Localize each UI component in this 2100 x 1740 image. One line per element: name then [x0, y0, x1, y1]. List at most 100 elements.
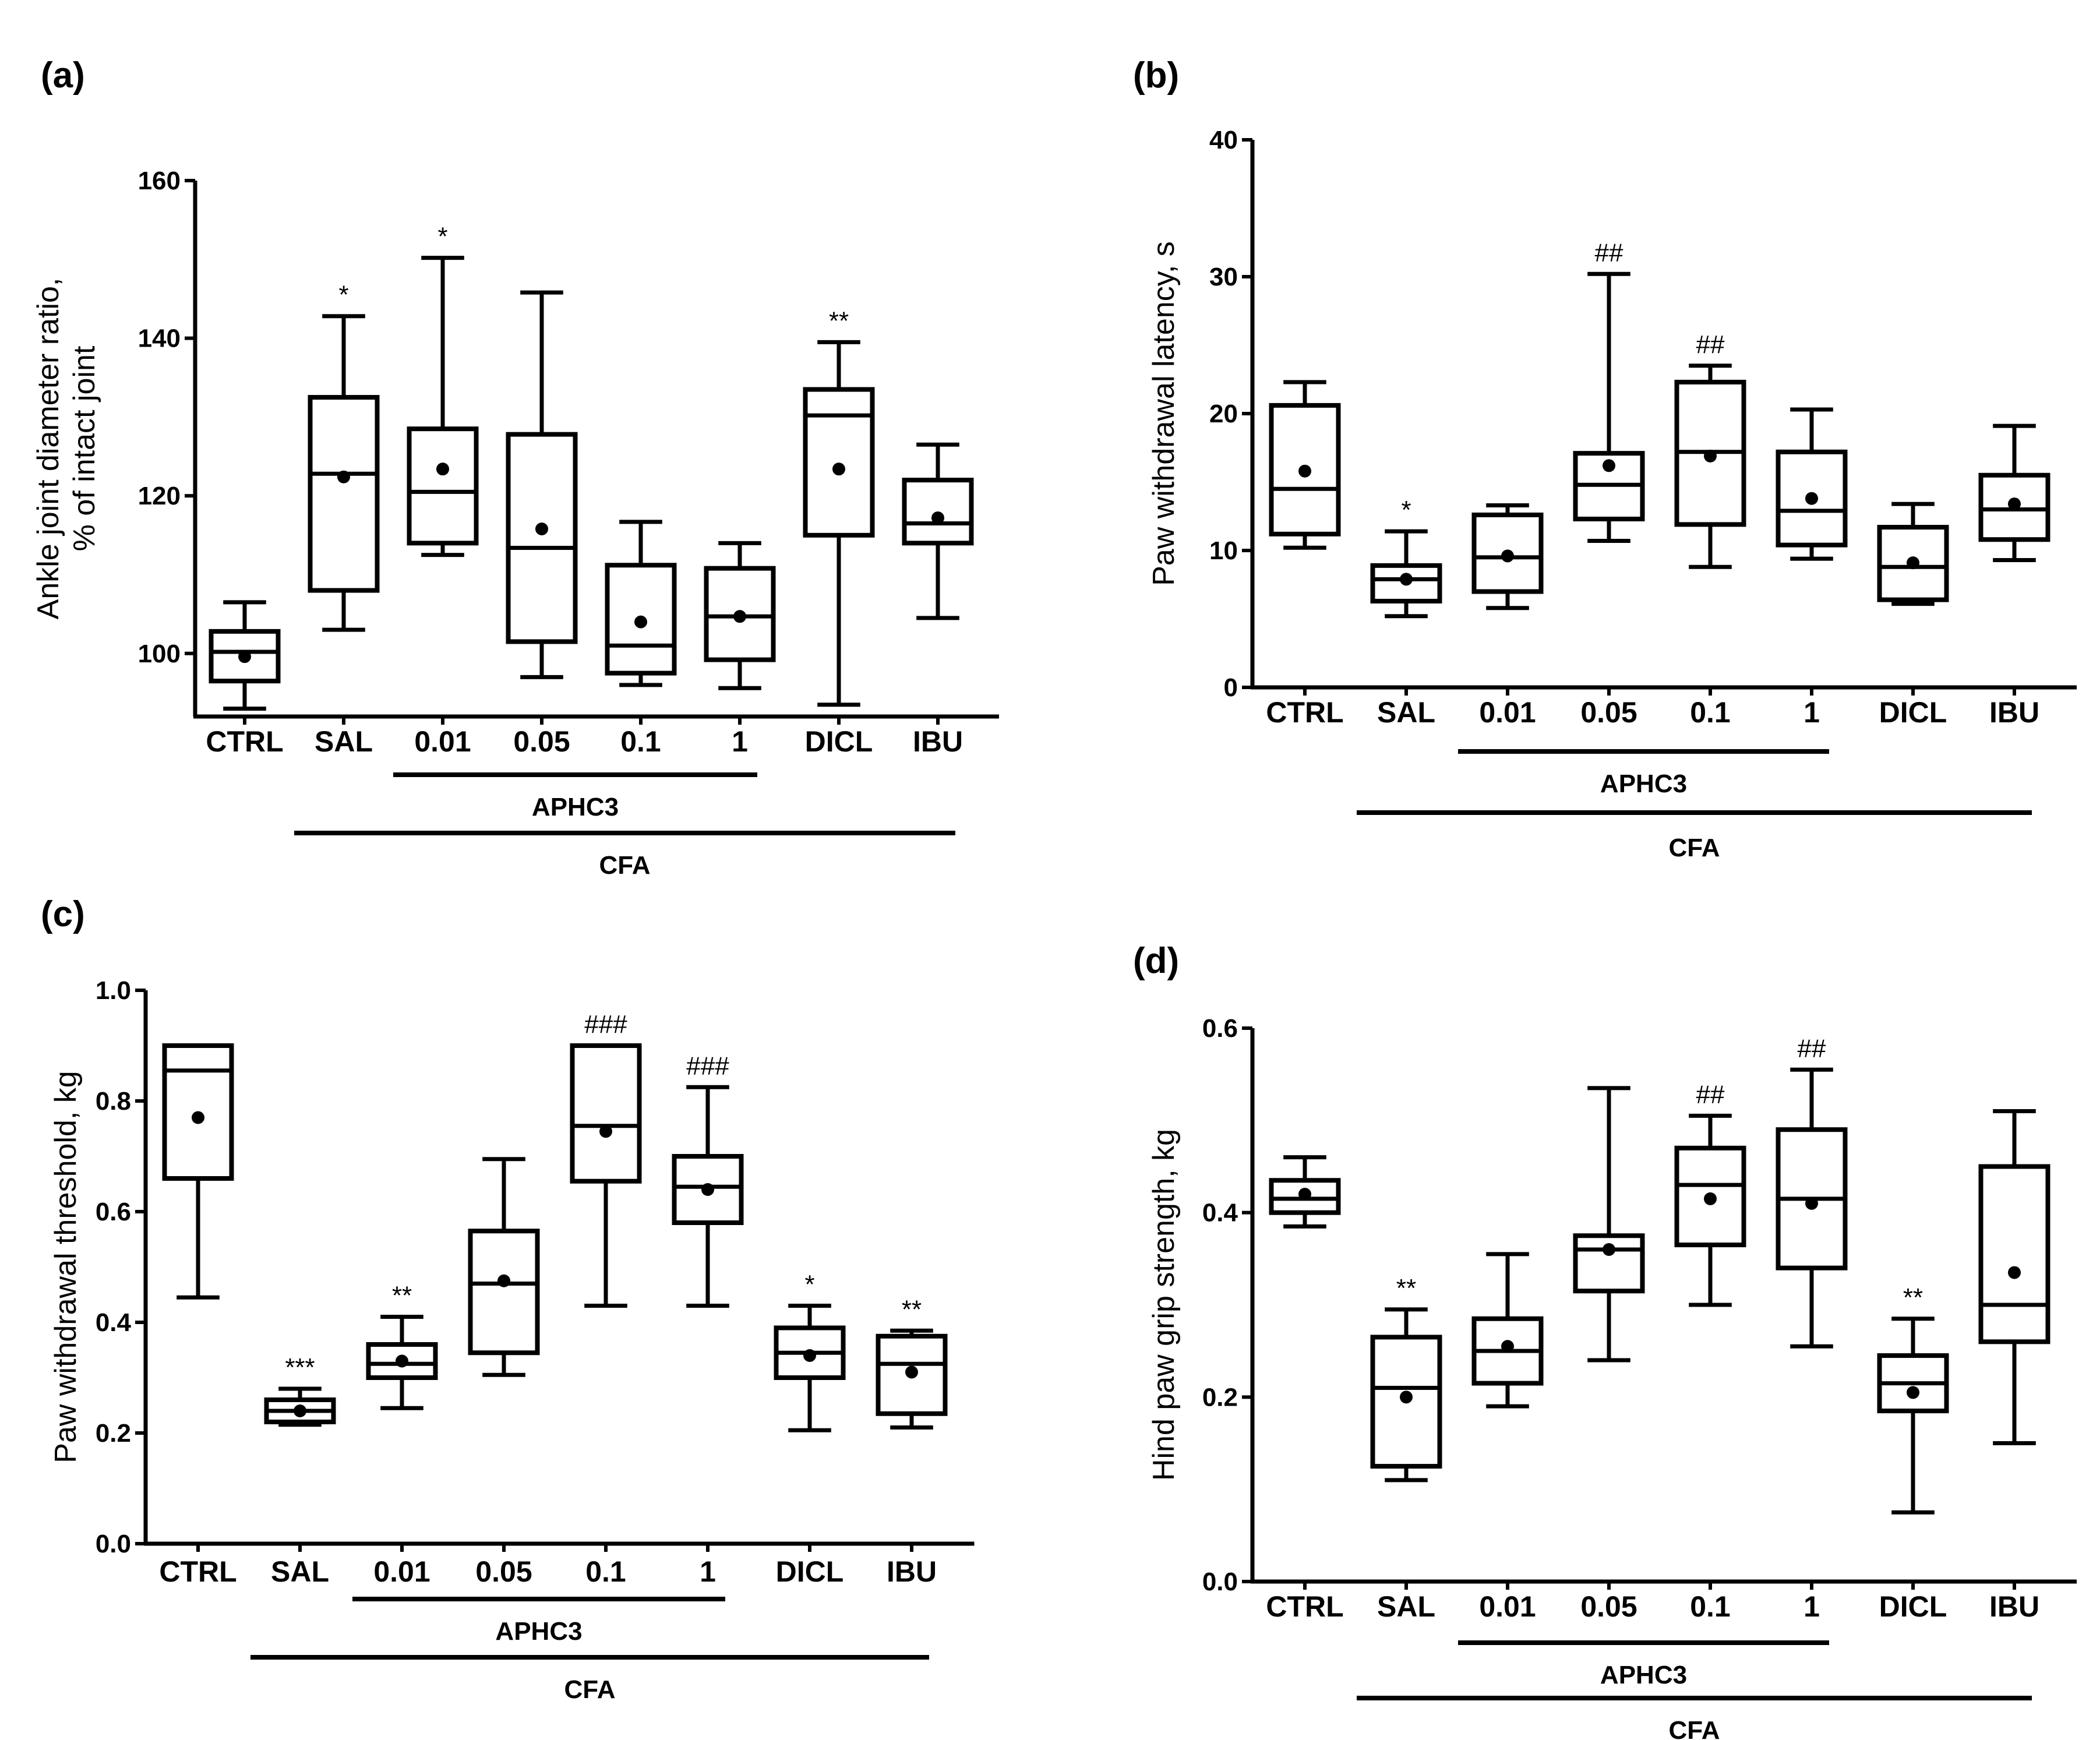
box-iqr: [803, 387, 875, 538]
y-tick-label: 20: [1209, 400, 1238, 428]
panel-label: (a): [41, 55, 85, 96]
box-ctrl: [209, 600, 281, 711]
box-iqr: [902, 478, 974, 546]
category-label: 0.05: [1580, 1590, 1637, 1623]
mean-dot: [1805, 492, 1818, 505]
category-label: SAL: [271, 1555, 329, 1588]
significance-mark: ##: [1696, 1080, 1725, 1109]
significance-mark: **: [829, 306, 849, 335]
category-label: 1: [732, 725, 748, 758]
box-dicl: [803, 340, 875, 707]
y-axis-label-line: Hind paw grip strength, kg: [1147, 1129, 1181, 1481]
panel-b: (b) 0 10 20 30 40 Paw withdrawal latency, s CTR…: [1133, 55, 2077, 862]
significance-mark: *: [1401, 496, 1411, 524]
y-tick-label: 0.0: [96, 1530, 131, 1558]
cfa-group-label: CFA: [1669, 834, 1720, 862]
box-ctrl: [1269, 380, 1341, 550]
mean-dot: [294, 1404, 306, 1417]
mean-dot: [2008, 497, 2021, 511]
significance-mark: **: [1396, 1274, 1416, 1303]
box-iqr: [468, 1229, 540, 1356]
mean-dot: [1907, 556, 1919, 570]
panel-d: (d) 0.0 0.2 0.4 0.6 Hind paw grip strength, k…: [1133, 941, 2077, 1740]
panel-label: (c): [41, 894, 85, 934]
y-tick-label: 140: [138, 324, 181, 353]
significance-mark: ##: [1595, 238, 1623, 267]
aphc3-group-label: APHC3: [532, 793, 619, 821]
category-label: DICL: [776, 1555, 844, 1588]
y-tick-label: 10: [1209, 537, 1238, 565]
box-1: [1776, 1067, 1848, 1349]
category-label: 0.1: [585, 1555, 626, 1588]
mean-dot: [1603, 459, 1615, 472]
cfa-group-label: CFA: [564, 1675, 616, 1704]
mean-dot: [192, 1111, 204, 1124]
significance-mark: ***: [285, 1353, 315, 1382]
y-tick-label: 0.6: [1202, 1014, 1238, 1043]
category-label: CTRL: [1266, 1590, 1343, 1623]
category-label: CTRL: [206, 725, 283, 758]
mean-dot: [1400, 1390, 1413, 1404]
category-label: 0.01: [373, 1555, 430, 1588]
mean-dot: [931, 511, 944, 525]
mean-dot: [803, 1349, 816, 1362]
box-0_05: [1573, 271, 1645, 543]
box-iqr: [570, 1043, 642, 1184]
mean-dot: [436, 463, 449, 476]
box-ibu: [1978, 1109, 2050, 1445]
box-0_01: [1471, 503, 1544, 610]
mean-dot: [1501, 1340, 1514, 1353]
category-label: IBU: [1989, 1590, 2039, 1623]
y-tick-label: 0.0: [1202, 1568, 1238, 1596]
mean-dot: [1907, 1386, 1919, 1399]
mean-dot: [733, 610, 746, 623]
category-label: 0.1: [1690, 1590, 1731, 1623]
mean-dot: [599, 1125, 612, 1138]
significance-mark: ###: [686, 1051, 729, 1080]
mean-dot: [1603, 1243, 1615, 1256]
category-label: 0.05: [1580, 696, 1637, 729]
significance-mark: *: [437, 223, 447, 251]
box-1: [704, 541, 776, 690]
significance-mark: *: [338, 281, 348, 309]
category-label: 0.1: [1690, 696, 1731, 729]
box-iqr: [506, 432, 578, 644]
box-sal: [308, 314, 380, 632]
mean-dot: [337, 470, 350, 483]
box-sal: [1370, 529, 1442, 619]
category-label: 0.1: [620, 725, 661, 758]
box-iqr: [407, 426, 479, 546]
y-axis-label: Paw withdrawal threshold, kg: [49, 1071, 83, 1463]
mean-dot: [1805, 1197, 1818, 1210]
significance-mark: **: [1903, 1283, 1923, 1312]
box-ctrl: [162, 1043, 234, 1300]
mean-dot: [396, 1354, 408, 1368]
box-iqr: [308, 395, 380, 593]
significance-mark: **: [392, 1282, 412, 1310]
box-iqr: [1978, 1164, 2050, 1344]
category-label: 1: [1803, 1590, 1820, 1623]
category-label: CTRL: [1266, 696, 1343, 729]
box-0_01: [1471, 1252, 1544, 1409]
category-label: DICL: [1879, 696, 1947, 729]
box-ibu: [902, 442, 974, 620]
mean-dot: [497, 1274, 510, 1287]
mean-dot: [1298, 464, 1311, 478]
y-axis-label-line: Paw withdrawal latency, s: [1147, 241, 1181, 586]
box-0_1: [1674, 363, 1746, 569]
box-0_01: [366, 1315, 438, 1410]
y-axis-label: Hind paw grip strength, kg: [1147, 1129, 1181, 1481]
y-tick-label: 160: [138, 167, 181, 195]
box-dicl: [1877, 1317, 1949, 1515]
mean-dot: [2008, 1266, 2021, 1279]
y-tick-label: 40: [1209, 126, 1238, 154]
y-tick-label: 30: [1209, 263, 1238, 291]
box-0_1: [1674, 1113, 1746, 1307]
box-iqr: [1978, 472, 2050, 542]
category-label: SAL: [1377, 696, 1435, 729]
y-tick-label: 0.6: [96, 1198, 131, 1226]
box-iqr: [1269, 403, 1341, 537]
box-0_01: [407, 256, 479, 557]
box-iqr: [704, 566, 776, 662]
category-label: 0.05: [513, 725, 570, 758]
